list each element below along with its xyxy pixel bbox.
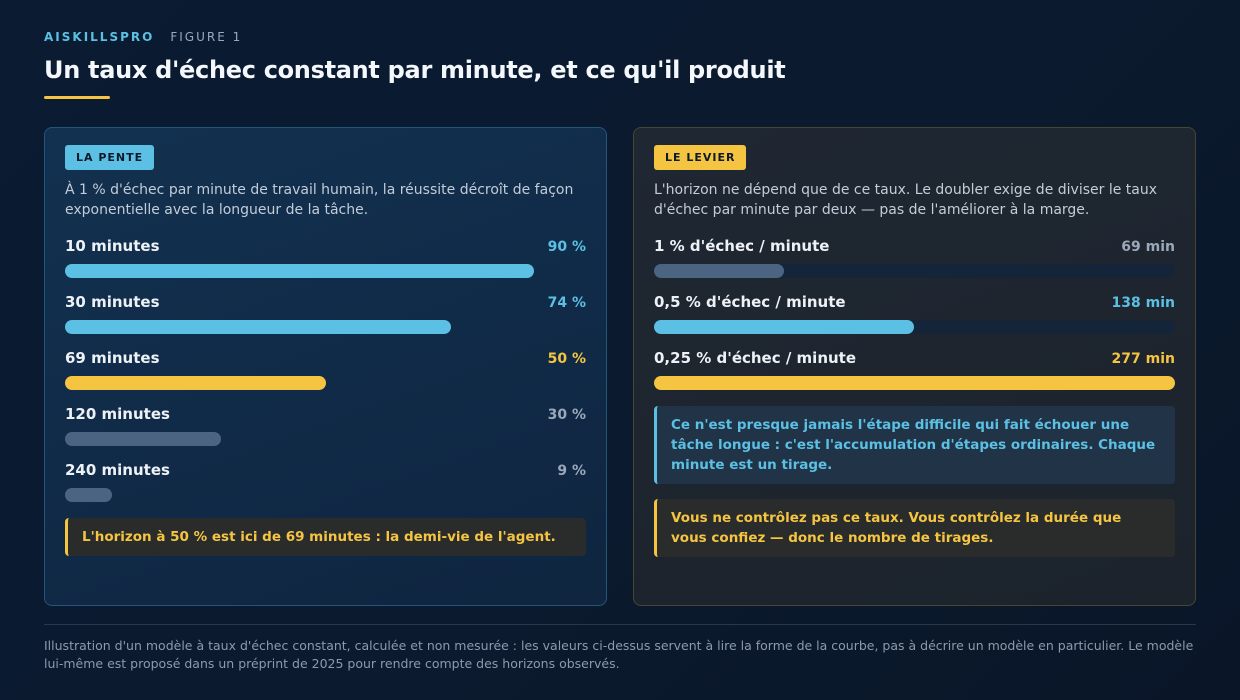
bar-category-label: 120 minutes	[65, 405, 170, 423]
bar-value-label: 69 min	[1121, 239, 1175, 255]
bar	[654, 376, 1175, 390]
bar-value-label: 90 %	[547, 239, 586, 255]
bar-row-head: 69 minutes 50 %	[65, 349, 586, 369]
control-duration-note: Vous ne contrôlez pas ce taux. Vous cont…	[654, 499, 1175, 557]
bar	[654, 320, 914, 334]
bar-row-head: 30 minutes 74 %	[65, 293, 586, 313]
bar-value-label: 277 min	[1111, 351, 1175, 367]
bar-row: 69 minutes 50 %	[65, 349, 586, 405]
bar-value-label: 9 %	[557, 463, 586, 479]
bar-track	[65, 320, 586, 334]
title-underline	[44, 96, 110, 99]
ordinary-steps-note: Ce n'est presque jamais l'étape difficil…	[654, 406, 1175, 484]
panel-intro-la-pente: À 1 % d'échec par minute de travail huma…	[65, 182, 574, 218]
bar-track	[654, 264, 1175, 278]
bar-row: 1 % d'échec / minute 69 min	[654, 237, 1175, 293]
bar-row-head: 0,5 % d'échec / minute 138 min	[654, 293, 1175, 313]
bar	[65, 376, 326, 390]
half-life-note: L'horizon à 50 % est ici de 69 minutes :…	[65, 518, 586, 556]
bar-row: 30 minutes 74 %	[65, 293, 586, 349]
chart-success-by-duration: 10 minutes 90 % 30 minutes 74 % 69 minutes 50…	[65, 237, 586, 517]
bar-value-label: 30 %	[547, 407, 586, 423]
bar-track	[654, 320, 1175, 334]
bar-row: 120 minutes 30 %	[65, 405, 586, 461]
bar-row-head: 0,25 % d'échec / minute 277 min	[654, 349, 1175, 369]
bar-row-head: 1 % d'échec / minute 69 min	[654, 237, 1175, 257]
panel-intro-le-levier: L'horizon ne dépend que de ce taux. Le d…	[654, 182, 1158, 218]
bar-value-label: 74 %	[547, 295, 586, 311]
page-title: Un taux d'échec constant par minute, et …	[44, 56, 786, 84]
figure-label: FIGURE 1	[170, 30, 243, 44]
panel-tag-le-levier: LE LEVIER	[654, 145, 747, 170]
bar-category-label: 1 % d'échec / minute	[654, 237, 830, 255]
panel-tag-la-pente: LA PENTE	[65, 145, 155, 170]
bar-row-head: 10 minutes 90 %	[65, 237, 586, 257]
brand-label: AISKILLSPRO	[44, 30, 155, 44]
footer-divider	[44, 624, 1196, 625]
bar-category-label: 240 minutes	[65, 461, 170, 479]
kicker: AISKILLSPRO FIGURE 1	[44, 30, 785, 44]
bar-row-head: 240 minutes 9 %	[65, 461, 586, 481]
bar-row: 0,25 % d'échec / minute 277 min	[654, 349, 1175, 405]
figure-header: AISKILLSPRO FIGURE 1 Un taux d'échec con…	[44, 30, 786, 99]
panel-la-pente: LA PENTE À 1 % d'échec par minute de tra…	[44, 127, 607, 606]
chart-horizon-by-rate: 1 % d'échec / minute 69 min 0,5 % d'échec …	[654, 237, 1175, 405]
bar-category-label: 0,5 % d'échec / minute	[654, 293, 846, 311]
bar-row: 10 minutes 90 %	[65, 237, 586, 293]
bar-category-label: 69 minutes	[65, 349, 160, 367]
bar-track	[65, 432, 586, 446]
bar-row: 0,5 % d'échec / minute 138 min	[654, 293, 1175, 349]
bar-value-label: 138 min	[1111, 295, 1175, 311]
bar-row: 240 minutes 9 %	[65, 461, 586, 517]
bar	[65, 432, 222, 446]
bar	[65, 264, 534, 278]
bar-track	[65, 264, 586, 278]
bar	[65, 320, 451, 334]
bar-value-label: 50 %	[547, 351, 586, 367]
bar	[65, 488, 112, 502]
bar-row-head: 120 minutes 30 %	[65, 405, 586, 425]
bar-track	[65, 488, 586, 502]
bar-category-label: 0,25 % d'échec / minute	[654, 349, 857, 367]
bar-track	[65, 376, 586, 390]
bar-category-label: 30 minutes	[65, 293, 160, 311]
panel-le-levier: LE LEVIER L'horizon ne dépend que de ce …	[633, 127, 1196, 606]
footnote: Illustration d'un modèle à taux d'échec …	[44, 638, 1194, 671]
bar-category-label: 10 minutes	[65, 237, 160, 255]
bar	[654, 264, 784, 278]
bar-track	[654, 376, 1175, 390]
